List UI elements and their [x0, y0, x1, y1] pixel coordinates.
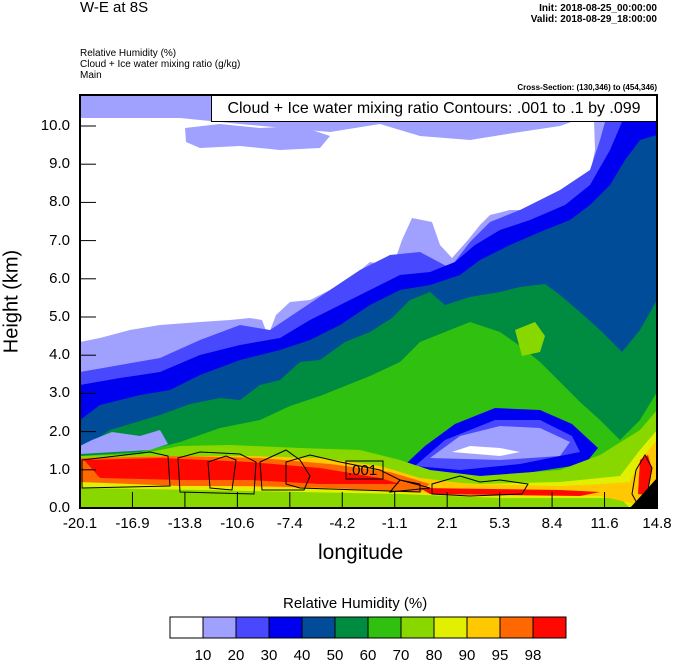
y-tick-label: 2.0 [49, 422, 70, 440]
y-tick-label: 9.0 [49, 155, 70, 173]
terrain [630, 478, 657, 508]
contour-line [631, 453, 653, 506]
x-tick-label: 14.8 [642, 515, 672, 532]
colorbar-swatch [532, 616, 567, 639]
x-tick-label: -4.2 [329, 515, 356, 532]
contour-label-box [345, 460, 384, 480]
contour-legend: Cloud + Ice water mixing ratio Contours:… [211, 95, 657, 122]
contour-line [207, 455, 237, 491]
x-axis-label: longitude [318, 541, 404, 564]
x-tick-label: 8.4 [541, 515, 563, 532]
colorbar-level-label: 60 [359, 647, 377, 664]
colorbar-level-label: 20 [227, 647, 245, 664]
colorbar-level-label: 98 [524, 647, 542, 664]
y-tick-label: 7.0 [49, 231, 70, 249]
field-name-cloud: Cloud + Ice water mixing ratio (g/kg) [80, 59, 241, 70]
x-tick-label: -10.6 [220, 515, 255, 532]
colorbar-swatch [202, 616, 237, 639]
plot-title: W-E at 8S [80, 0, 149, 16]
colorbar-swatch [433, 616, 468, 639]
rh-region-98 [84, 458, 400, 484]
contour-line [259, 449, 311, 491]
contour-line [285, 454, 421, 493]
contour-line [388, 479, 431, 493]
rh-region-98-right [638, 455, 652, 495]
valid-time: Valid: 2018-08-29_18:00:00 [530, 14, 657, 25]
y-tick-label: 4.0 [49, 346, 70, 364]
contour-line [81, 451, 171, 489]
cross-section-label: Cross-Section: (130,346) to (454,346) [517, 83, 657, 92]
y-tick-label: 10.0 [40, 117, 70, 134]
y-tick-label: 0.0 [49, 499, 70, 516]
colorbar-swatch [466, 616, 501, 639]
init-time: Init: 2018-08-25_00:00:00 [539, 3, 657, 14]
y-tick-label: 1.0 [49, 460, 70, 478]
contour-line [177, 451, 257, 495]
rh-region-10-pocket [452, 446, 520, 456]
field-name-domain: Main [80, 70, 102, 81]
colorbar-level-label: 80 [425, 647, 443, 664]
colorbar-level-label: 30 [260, 647, 278, 664]
colorbar-level-label: 70 [392, 647, 410, 664]
y-tick-label: 8.0 [49, 193, 70, 211]
contour-line [431, 475, 529, 497]
y-axis-label: Height (km) [0, 249, 23, 354]
y-tick-label: 6.0 [49, 269, 70, 287]
cloud-ice-contours [81, 449, 653, 506]
rh-region-80-patch [515, 322, 545, 356]
x-tick-label: 2.1 [436, 515, 458, 532]
x-tick-label: 5.3 [489, 515, 511, 532]
rh-region-20-left-lumps [80, 430, 168, 454]
x-tick-label: -1.1 [381, 515, 408, 532]
colorbar-level-label: 50 [326, 647, 344, 664]
colorbar-swatch [268, 616, 303, 639]
colorbar-level-label: 10 [194, 647, 212, 664]
colorbar-swatch [334, 616, 369, 639]
colorbar-swatch [367, 616, 402, 639]
colorbar-level-label: 90 [458, 647, 476, 664]
rh-region-20-lumps [185, 124, 330, 150]
rh-fill [80, 95, 657, 508]
colorbar-swatch [235, 616, 270, 639]
x-tick-label: -20.1 [62, 515, 98, 532]
colorbar-swatch [499, 616, 534, 639]
rh-region-10 [80, 118, 595, 342]
rh-region-98-band [420, 488, 600, 496]
colorbar-title: Relative Humidity (%) [283, 595, 428, 612]
x-tick-label: -7.4 [276, 515, 303, 532]
colorbar-level-label: 95 [491, 647, 509, 664]
x-tick-label: 11.6 [590, 515, 619, 532]
colorbar-swatch [400, 616, 435, 639]
y-tick-label: 3.0 [49, 384, 70, 402]
contour-label: .001 [348, 462, 378, 479]
field-name-rh: Relative Humidity (%) [80, 48, 177, 59]
colorbar-swatch [169, 616, 204, 639]
y-tick-label: 5.0 [49, 308, 70, 325]
x-tick-label: -13.8 [167, 515, 202, 532]
colorbar-level-label: 40 [293, 647, 311, 664]
x-tick-label: -16.9 [115, 515, 150, 532]
colorbar-swatch [301, 616, 336, 639]
colorbar [169, 616, 567, 639]
